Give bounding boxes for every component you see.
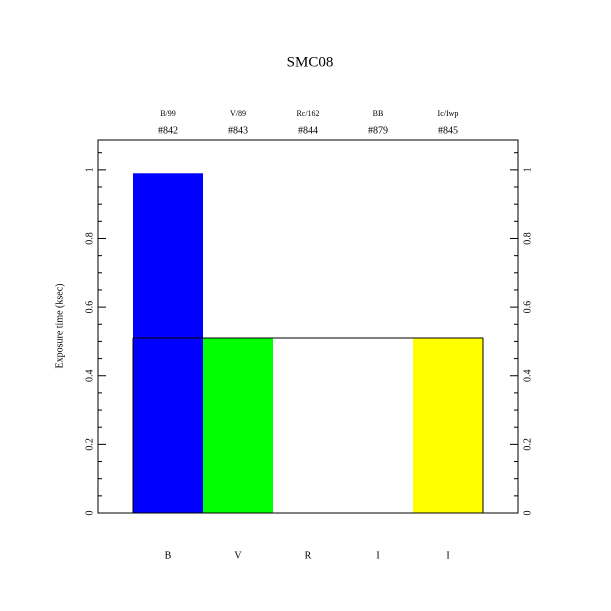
y-tick-label: 0.6 <box>84 301 95 314</box>
filter-label: Rc/162 <box>296 109 319 118</box>
bar <box>413 337 483 513</box>
y-tick-label: 0.2 <box>522 438 533 451</box>
filter-label: BB <box>373 109 384 118</box>
filter-label: Ic/Iwp <box>438 109 459 118</box>
x-tick-label: B <box>165 550 172 561</box>
plot-frame <box>97 139 519 514</box>
filter-id: #843 <box>228 125 248 136</box>
filter-id: #845 <box>438 125 458 136</box>
filter-id: #879 <box>368 125 388 136</box>
filter-label: B/99 <box>160 109 176 118</box>
y-tick-label: 0 <box>84 511 95 516</box>
y-tick-label: 1 <box>84 167 95 172</box>
filter-label: V/89 <box>230 109 246 118</box>
y-tick-label: 0.4 <box>84 369 95 382</box>
y-tick-label: 0.8 <box>84 232 95 245</box>
bar <box>203 337 273 513</box>
y-tick-label: 0.6 <box>522 301 533 314</box>
bar <box>133 173 203 513</box>
y-tick-label: 0.8 <box>522 232 533 245</box>
y-tick-label: 0.2 <box>84 438 95 451</box>
x-tick-label: R <box>305 550 312 561</box>
x-tick-label: I <box>376 550 379 561</box>
x-tick-label: V <box>234 550 242 561</box>
filter-id: #842 <box>158 125 178 136</box>
y-tick-label: 0.4 <box>522 369 533 382</box>
x-tick-label: I <box>446 550 449 561</box>
y-tick-label: 1 <box>522 167 533 172</box>
filter-id: #844 <box>298 125 318 136</box>
y-tick-label: 0 <box>522 511 533 516</box>
chart-title: SMC08 <box>287 54 334 70</box>
y-axis-label: Exposure time (ksec) <box>54 284 65 369</box>
